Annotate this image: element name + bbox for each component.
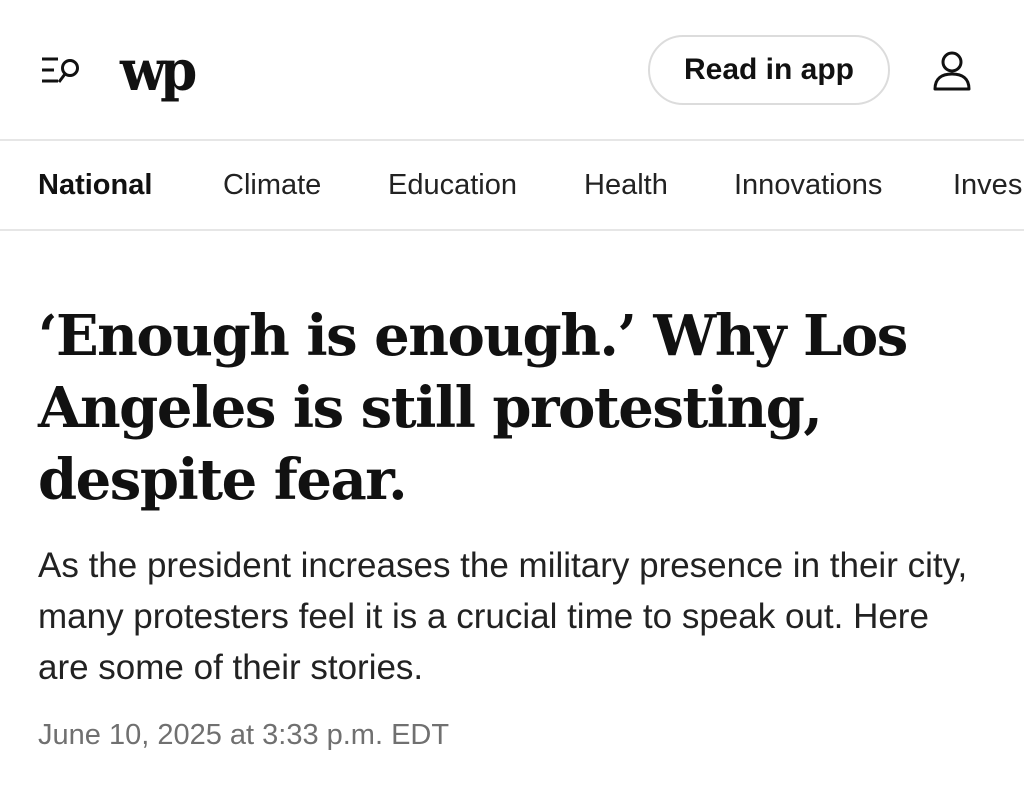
nav-item-national[interactable]: National	[38, 169, 153, 201]
section-nav: National Climate Education Health Innova…	[0, 141, 1024, 231]
article-timestamp: June 10, 2025 at 3:33 p.m. EDT	[38, 719, 450, 751]
nav-item-health[interactable]: Health	[584, 169, 668, 201]
nav-item-climate[interactable]: Climate	[223, 169, 322, 201]
account-icon[interactable]	[932, 50, 972, 92]
article-dek: As the president increases the military …	[38, 546, 968, 687]
top-header: wp Read in app	[0, 0, 1024, 141]
article-headline: ‘Enough is enough.’ Why Los Angeles is s…	[38, 303, 908, 513]
nav-item-investigations[interactable]: Inves	[953, 169, 1023, 201]
nav-item-education[interactable]: Education	[388, 169, 517, 201]
wp-logo[interactable]: wp	[120, 38, 197, 104]
menu-search-icon[interactable]	[40, 54, 82, 88]
nav-item-innovations[interactable]: Innovations	[734, 169, 883, 201]
read-in-app-button[interactable]: Read in app	[648, 35, 890, 105]
